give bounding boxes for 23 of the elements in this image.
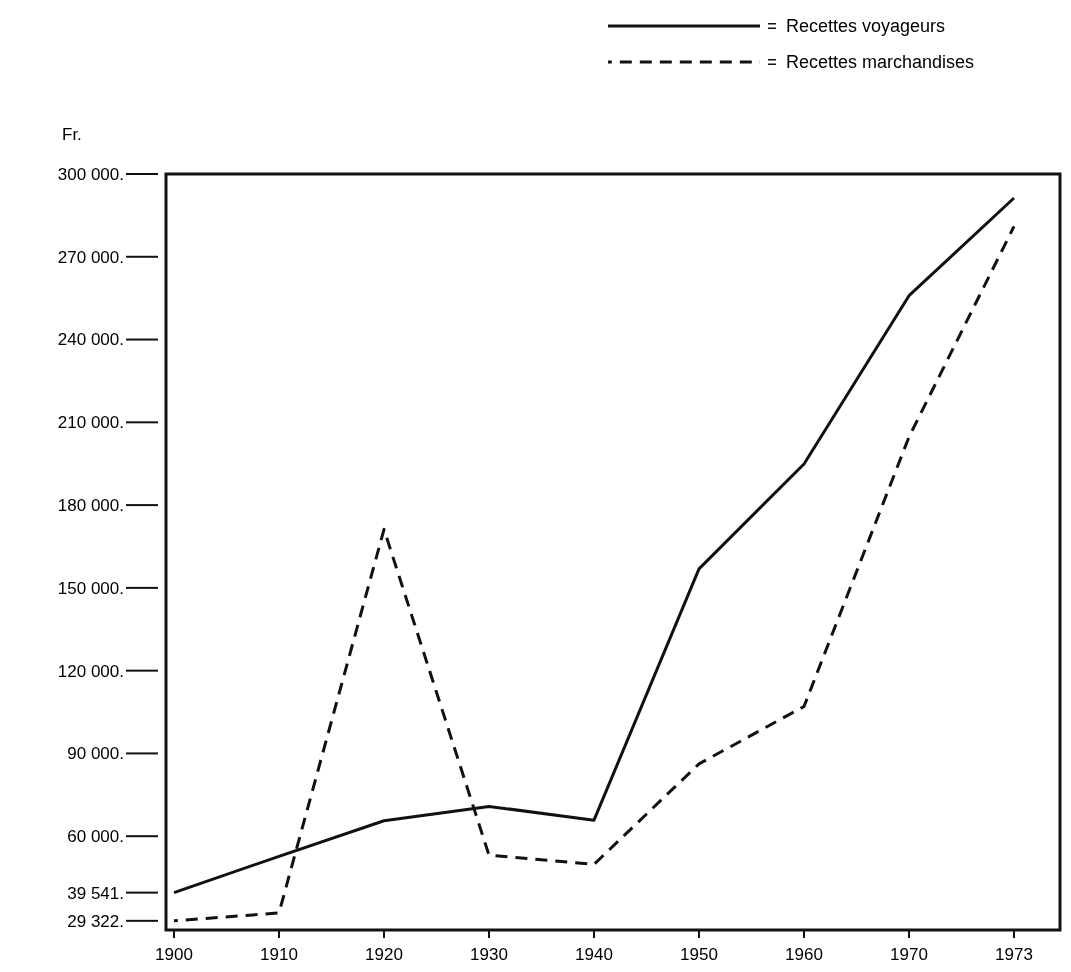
x-tick-label: 1930 <box>470 945 508 964</box>
y-axis-title: Fr. <box>62 125 82 144</box>
x-tick-label: 1910 <box>260 945 298 964</box>
x-tick-label: 1940 <box>575 945 613 964</box>
legend-label: Recettes marchandises <box>786 52 975 73</box>
x-tick-label: 1960 <box>785 945 823 964</box>
x-tick-label: 1970 <box>890 945 928 964</box>
y-tick-label: 180 000. <box>57 496 124 516</box>
y-tick-label: 90 000. <box>67 744 124 764</box>
legend-label: Recettes voyageurs <box>786 16 946 37</box>
y-tick-label: 39 541. <box>67 883 124 903</box>
x-tick-label: 1920 <box>365 945 403 964</box>
y-tick-label: 240 000. <box>57 330 124 350</box>
y-tick-label: 210 000. <box>57 413 124 433</box>
x-tick-label: 1950 <box>680 945 718 964</box>
y-tick-label: 29 322. <box>67 911 124 931</box>
x-tick-label: 1900 <box>155 945 193 964</box>
y-tick-label: 270 000. <box>57 247 124 267</box>
y-tick-label: 300 000. <box>57 164 124 184</box>
y-tick-label: 60 000. <box>67 827 124 847</box>
y-tick-label: 150 000. <box>57 578 124 598</box>
y-tick-label: 120 000. <box>57 661 124 681</box>
x-tick-label: 1973 <box>995 945 1033 964</box>
